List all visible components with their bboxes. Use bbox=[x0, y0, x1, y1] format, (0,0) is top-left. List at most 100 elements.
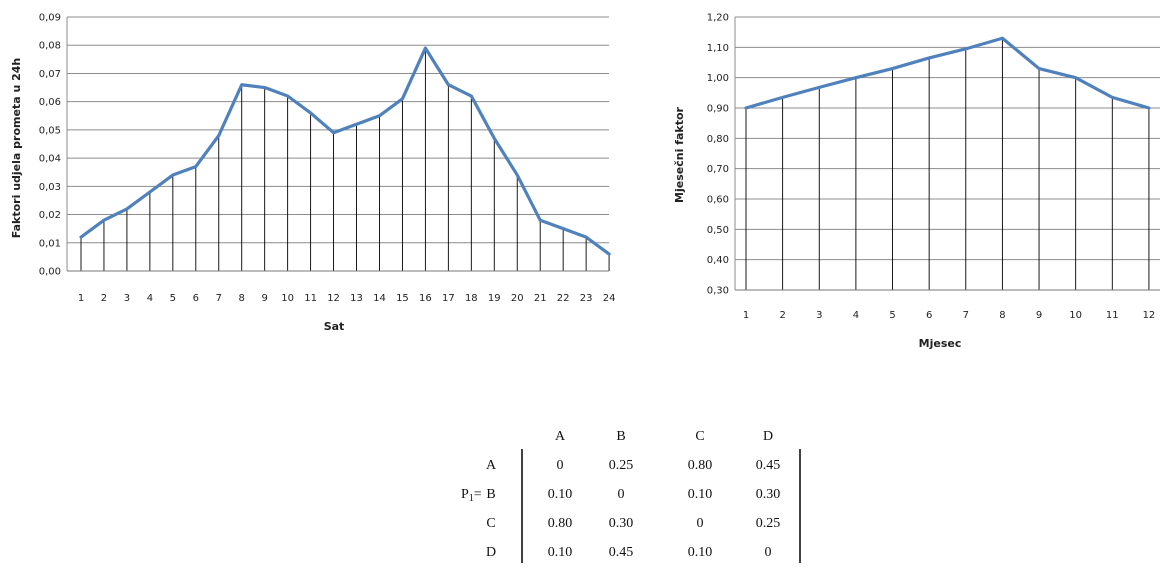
c2-data-point bbox=[965, 48, 967, 50]
c1-data-point bbox=[608, 253, 610, 255]
matrix-row-header: D bbox=[486, 545, 496, 560]
c2-x-tick-label: 3 bbox=[816, 310, 822, 321]
chart1-axes bbox=[66, 17, 609, 272]
hourly-traffic-chart: 0,00 0,01 0,02 0,03 0,04 0,05 0,06 0,07 0,08 0,09… bbox=[10, 13, 615, 334]
c2-x-tick-label: 4 bbox=[853, 310, 859, 321]
c1-data-point bbox=[332, 132, 335, 134]
c1-data-point bbox=[218, 134, 220, 137]
matrix-cell: 0.10 bbox=[548, 487, 573, 502]
matrix-cell: 0.45 bbox=[756, 458, 781, 473]
monthly-factor-chart: 0,30 0,40 0,50 0,60 0,70 0,80 0,90 1,00 1,10 1,20… bbox=[673, 13, 1160, 350]
c2-y-tick-label: 0,30 bbox=[707, 286, 729, 297]
c2-data-point bbox=[1111, 96, 1113, 98]
c1-y-tick-label: 0,02 bbox=[39, 210, 61, 221]
chart2-gridlines bbox=[735, 16, 1160, 291]
c1-x-tick-label: 23 bbox=[580, 293, 593, 304]
chart2-y-axis-label: Mjesečni faktor bbox=[673, 106, 686, 202]
c2-data-point bbox=[855, 77, 857, 79]
c2-y-tick-label: 0,90 bbox=[707, 104, 729, 115]
c2-data-point bbox=[1001, 37, 1004, 39]
c2-y-tick-label: 1,00 bbox=[707, 73, 729, 84]
c1-y-tick-label: 0,01 bbox=[39, 238, 61, 249]
c2-y-tick-label: 1,10 bbox=[707, 43, 729, 54]
c1-data-point bbox=[172, 174, 174, 176]
c1-x-tick-label: 13 bbox=[350, 293, 363, 304]
matrix-row-header: C bbox=[486, 516, 495, 531]
c1-y-tick-label: 0,09 bbox=[39, 13, 61, 24]
matrix-cells: 0 0.25 0.80 0.45 0.10 0 0.10 0.30 0.80 0.30 0 0.25 0… bbox=[548, 458, 781, 560]
chart1-gridlines bbox=[67, 16, 609, 272]
c1-y-tick-label: 0,03 bbox=[39, 182, 61, 193]
chart1-series bbox=[79, 46, 611, 256]
c2-data-point bbox=[818, 86, 820, 88]
matrix-cell: 0 bbox=[697, 516, 704, 531]
c1-data-point bbox=[287, 95, 289, 97]
c2-series-line bbox=[744, 36, 1151, 110]
c2-y-tick-label: 0,80 bbox=[707, 134, 729, 145]
c1-x-tick-label: 4 bbox=[147, 293, 153, 304]
c1-series-line bbox=[79, 46, 611, 256]
c1-data-point bbox=[470, 95, 472, 97]
chart1-y-tick-labels: 0,00 0,01 0,02 0,03 0,04 0,05 0,06 0,07 0,08 0,09 bbox=[39, 13, 61, 278]
matrix-col-header: C bbox=[695, 429, 704, 444]
matrix-column-headers: A B C D bbox=[555, 429, 773, 444]
matrix-cell: 0.45 bbox=[609, 545, 634, 560]
c2-x-tick-label: 1 bbox=[743, 310, 749, 321]
chart2-y-tick-labels: 0,30 0,40 0,50 0,60 0,70 0,80 0,90 1,00 1,10 1,20 bbox=[707, 13, 729, 297]
c1-y-tick-label: 0,00 bbox=[39, 267, 61, 278]
c2-x-tick-label: 7 bbox=[963, 310, 969, 321]
chart2-axes bbox=[734, 17, 1160, 291]
c1-data-point bbox=[493, 137, 495, 139]
c1-data-point bbox=[80, 236, 82, 238]
c1-x-tick-label: 5 bbox=[170, 293, 176, 304]
chart2-series bbox=[744, 36, 1151, 110]
c1-y-tick-label: 0,05 bbox=[39, 125, 61, 136]
c2-x-tick-label: 6 bbox=[926, 310, 932, 321]
matrix-cell: 0.10 bbox=[688, 545, 713, 560]
c2-data-point bbox=[928, 57, 930, 59]
c1-data-point bbox=[585, 236, 587, 238]
c2-data-point bbox=[782, 96, 784, 98]
matrix-label-main: P bbox=[461, 487, 469, 502]
c1-x-tick-label: 1 bbox=[78, 293, 84, 304]
c2-y-tick-label: 0,40 bbox=[707, 255, 729, 266]
c1-x-tick-label: 24 bbox=[603, 293, 616, 304]
c2-data-point bbox=[1075, 77, 1077, 79]
c1-y-tick-label: 0,04 bbox=[39, 154, 61, 165]
matrix-cell: 0.30 bbox=[756, 487, 781, 502]
c1-x-tick-label: 11 bbox=[304, 293, 317, 304]
c1-data-point bbox=[401, 98, 404, 100]
c2-y-tick-label: 0,60 bbox=[707, 195, 729, 206]
c1-x-tick-label: 7 bbox=[216, 293, 222, 304]
c1-data-point bbox=[149, 191, 151, 193]
c1-data-point bbox=[378, 115, 381, 117]
matrix-col-header: D bbox=[763, 429, 773, 444]
c2-x-tick-label: 2 bbox=[779, 310, 785, 321]
c2-data-point bbox=[1038, 67, 1040, 70]
c2-data-point bbox=[1148, 107, 1150, 109]
matrix-cell: 0.80 bbox=[548, 516, 573, 531]
c2-x-tick-label: 9 bbox=[1036, 310, 1042, 321]
matrix-row-header: A bbox=[486, 458, 497, 473]
c1-x-tick-label: 8 bbox=[239, 293, 245, 304]
matrix-cell: 0.25 bbox=[609, 458, 634, 473]
c1-x-tick-label: 22 bbox=[557, 293, 570, 304]
c1-data-point bbox=[516, 174, 518, 176]
matrix-cell: 0.80 bbox=[688, 458, 713, 473]
chart2-x-axis-label: Mjesec bbox=[919, 337, 962, 350]
c2-data-point bbox=[891, 67, 894, 70]
chart1-x-axis-label: Sat bbox=[324, 320, 345, 333]
c1-data-point bbox=[424, 47, 426, 49]
matrix-label: P1= bbox=[461, 487, 482, 504]
c2-y-tick-label: 0,50 bbox=[707, 225, 729, 236]
c2-y-tick-label: 0,70 bbox=[707, 164, 729, 175]
matrix-cell: 0 bbox=[765, 545, 772, 560]
matrix-cell: 0.25 bbox=[756, 516, 781, 531]
c1-x-tick-label: 6 bbox=[193, 293, 199, 304]
matrix-row-header: B bbox=[486, 487, 495, 502]
c2-x-tick-label: 8 bbox=[999, 310, 1005, 321]
c1-x-tick-label: 21 bbox=[534, 293, 547, 304]
